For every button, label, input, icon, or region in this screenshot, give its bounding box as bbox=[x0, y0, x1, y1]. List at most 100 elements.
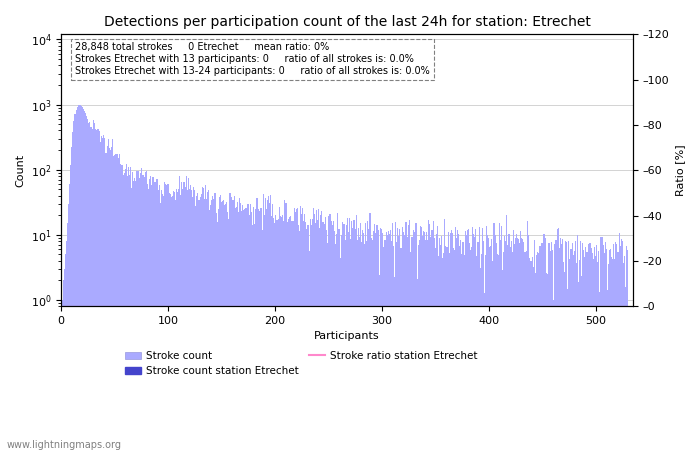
Bar bbox=[301, 214, 302, 450]
Bar bbox=[420, 225, 421, 450]
Bar bbox=[325, 217, 326, 450]
Bar bbox=[100, 142, 102, 450]
Bar bbox=[68, 204, 69, 450]
Bar bbox=[270, 194, 271, 450]
Bar bbox=[242, 205, 244, 450]
Bar bbox=[418, 245, 419, 450]
Bar bbox=[174, 192, 175, 450]
Bar bbox=[468, 229, 469, 450]
Bar bbox=[494, 235, 496, 450]
Bar bbox=[389, 234, 390, 450]
Bar bbox=[157, 179, 158, 450]
Bar bbox=[461, 254, 463, 450]
Bar bbox=[480, 268, 481, 450]
Bar bbox=[479, 227, 480, 450]
Bar bbox=[386, 235, 388, 450]
Bar bbox=[564, 272, 565, 450]
Bar bbox=[110, 150, 111, 450]
Bar bbox=[556, 230, 558, 450]
Bar bbox=[266, 209, 267, 450]
Bar bbox=[609, 250, 610, 450]
Bar bbox=[454, 250, 455, 450]
Bar bbox=[240, 202, 241, 450]
Bar bbox=[201, 194, 202, 450]
Bar bbox=[108, 148, 110, 450]
Bar bbox=[447, 233, 449, 450]
Bar bbox=[425, 240, 426, 450]
Bar bbox=[542, 234, 544, 450]
Bar bbox=[250, 204, 251, 450]
Bar bbox=[514, 244, 515, 450]
Bar bbox=[221, 202, 222, 450]
Bar bbox=[186, 176, 187, 450]
Bar bbox=[128, 167, 129, 450]
Bar bbox=[275, 215, 276, 450]
Bar bbox=[72, 132, 74, 450]
Bar bbox=[297, 208, 298, 450]
Bar bbox=[214, 194, 216, 450]
Bar bbox=[422, 236, 423, 450]
Bar bbox=[431, 230, 433, 450]
Bar bbox=[621, 239, 622, 450]
Bar bbox=[132, 171, 133, 450]
Bar bbox=[439, 238, 440, 450]
Bar bbox=[595, 256, 596, 450]
Bar bbox=[625, 287, 626, 450]
Bar bbox=[472, 227, 473, 450]
Bar bbox=[533, 267, 534, 450]
Bar bbox=[331, 221, 332, 450]
Bar bbox=[489, 247, 490, 450]
Bar bbox=[216, 222, 218, 450]
Bar bbox=[376, 225, 377, 450]
Bar bbox=[623, 262, 624, 450]
Bar bbox=[106, 145, 108, 450]
Bar bbox=[517, 238, 518, 450]
Bar bbox=[398, 236, 400, 450]
Bar bbox=[524, 252, 526, 450]
Bar bbox=[160, 202, 161, 450]
Bar bbox=[321, 211, 323, 450]
Bar bbox=[239, 198, 240, 450]
Bar bbox=[378, 230, 379, 450]
Bar bbox=[144, 177, 145, 450]
Bar bbox=[584, 257, 585, 450]
Bar bbox=[63, 280, 64, 450]
Bar bbox=[343, 225, 344, 450]
Bar bbox=[253, 207, 254, 450]
Legend: Stroke count, Stroke count station Etrechet, Stroke ratio station Etrechet: Stroke count, Stroke count station Etrec… bbox=[121, 347, 482, 380]
Bar bbox=[510, 241, 512, 450]
Bar bbox=[332, 225, 333, 450]
Bar bbox=[562, 239, 563, 450]
Bar bbox=[136, 171, 137, 450]
Bar bbox=[347, 218, 348, 450]
X-axis label: Participants: Participants bbox=[314, 332, 380, 342]
Bar bbox=[119, 154, 120, 450]
Bar bbox=[264, 215, 265, 450]
Bar bbox=[130, 167, 131, 450]
Bar bbox=[81, 106, 82, 450]
Bar bbox=[316, 210, 317, 450]
Bar bbox=[116, 154, 117, 450]
Bar bbox=[269, 203, 270, 450]
Bar bbox=[305, 222, 307, 450]
Bar bbox=[522, 239, 524, 450]
Bar bbox=[442, 258, 443, 450]
Bar bbox=[374, 233, 376, 450]
Bar bbox=[313, 208, 314, 450]
Bar bbox=[64, 269, 65, 450]
Bar bbox=[189, 189, 190, 450]
Bar bbox=[486, 226, 487, 450]
Bar bbox=[286, 203, 287, 450]
Bar bbox=[85, 113, 86, 450]
Bar bbox=[151, 184, 153, 450]
Bar bbox=[244, 209, 246, 450]
Bar bbox=[280, 216, 281, 450]
Bar bbox=[279, 207, 280, 450]
Bar bbox=[438, 256, 439, 450]
Bar bbox=[304, 214, 305, 450]
Bar bbox=[134, 178, 135, 450]
Bar bbox=[203, 188, 204, 450]
Bar bbox=[124, 174, 125, 450]
Bar bbox=[155, 179, 157, 450]
Bar bbox=[149, 179, 150, 450]
